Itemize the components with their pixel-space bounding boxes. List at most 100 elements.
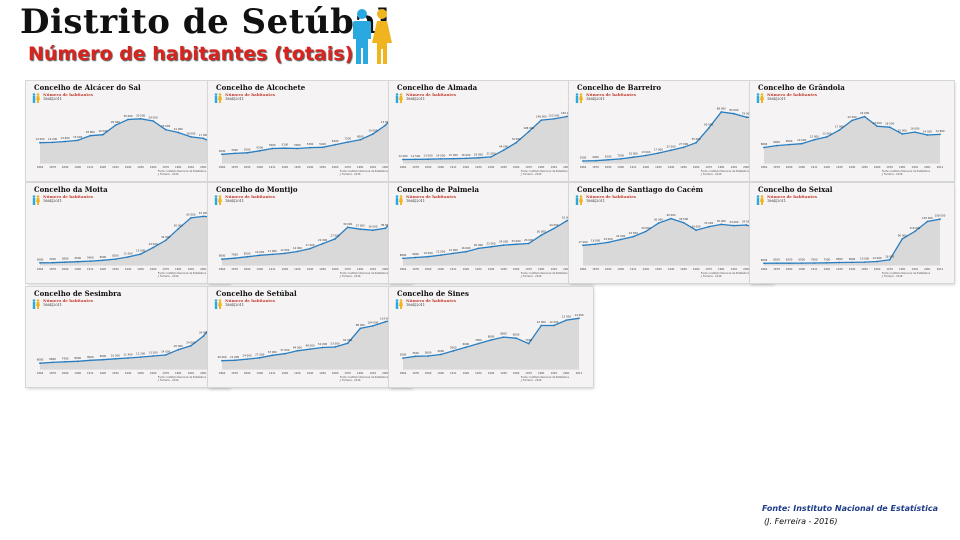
data-label: 34 000 (161, 235, 170, 239)
data-label: 98 000 (356, 323, 365, 327)
data-label: 40 000 (666, 213, 675, 217)
x-tick-label: 1900 (74, 267, 81, 271)
data-point (384, 320, 387, 323)
data-label: 24 000 (860, 111, 869, 115)
data-point (246, 358, 248, 360)
data-label: 7200 (344, 137, 351, 141)
data-label: 14 800 (61, 136, 70, 140)
data-label: 7000 (811, 258, 818, 262)
data-label: 6500 (773, 258, 780, 262)
series-area (222, 318, 398, 369)
data-point (465, 250, 467, 253)
data-point (813, 262, 816, 264)
population-chart: 14 000 1864 14 200 1878 14 800 1890 15 600 1900… (35, 113, 220, 169)
chart-panel: Concelho de Santiago do Cacém Número de h… (569, 183, 773, 283)
legend-range: 1864|2011 (767, 199, 786, 203)
chart-panel: Concelho de Grândola Número de habitantes… (750, 81, 954, 181)
data-label: 90 000 (898, 233, 907, 237)
footer-source: Fonte: Instituto Nacional de Estatística (761, 504, 938, 513)
data-point (309, 348, 311, 350)
data-label: 5500 (605, 154, 612, 158)
data-point (309, 247, 311, 250)
population-chart: 8000 1864 9000 1878 9500 1890 10 000 1900 12 000… (761, 111, 945, 169)
data-point (745, 116, 748, 119)
data-label: 5000 (294, 143, 301, 147)
data-label: 35 000 (692, 137, 701, 141)
x-tick-label: 1930 (475, 165, 482, 169)
data-label: 16 000 (461, 246, 470, 250)
data-label: 85 000 (729, 108, 738, 112)
data-point (221, 258, 223, 261)
data-point (372, 229, 374, 232)
data-label: 8200 (112, 254, 119, 258)
data-label: 6000 (463, 342, 470, 346)
x-tick-label: 1940 (668, 165, 675, 169)
population-chart: 3000 1864 3300 1878 3500 1890 4200 1900 5000 1911… (219, 107, 403, 169)
population-chart: 17 000 1864 18 000 1878 19 500 1890 22 000 1900… (578, 213, 763, 271)
data-label: 14 000 (449, 248, 458, 252)
x-tick-label: 1981 (538, 165, 545, 169)
x-tick-label: 1981 (538, 267, 545, 271)
data-point (553, 324, 555, 327)
data-label: 36 000 (654, 218, 663, 222)
legend-label: Número de habitantes (586, 92, 637, 97)
data-point (515, 337, 517, 340)
x-tick-label: 1911 (269, 371, 276, 375)
data-label: 158 000 (935, 214, 946, 218)
data-point (246, 151, 248, 154)
data-label: 88 000 (717, 107, 726, 111)
data-point (384, 124, 387, 127)
data-point (477, 247, 480, 250)
data-point (152, 246, 154, 249)
x-tick-label: 1981 (899, 165, 906, 169)
x-tick-label: 1864 (580, 267, 587, 271)
data-label: 25 000 (512, 239, 521, 243)
data-label: 116 000 (910, 226, 921, 230)
x-tick-label: 1930 (836, 165, 843, 169)
x-tick-label: 1900 (74, 371, 81, 375)
x-tick-label: 1920 (282, 371, 289, 375)
x-tick-label: 1950 (861, 267, 868, 271)
page-title: Distrito de Setúbal (20, 2, 391, 42)
data-label: 8000 (357, 134, 364, 138)
chart-title: Concelho de Alcácer do Sal (34, 83, 141, 92)
x-tick-label: 2001 (200, 267, 207, 271)
panel-source-line: Fonte: Instituto Nacional de Estatística (157, 272, 206, 275)
x-tick-label: 2011 (937, 267, 944, 271)
data-point (502, 149, 505, 152)
data-point (763, 146, 765, 149)
data-label: 53 000 (331, 342, 340, 346)
data-label: 22 000 (616, 234, 625, 238)
x-tick-label: 1970 (344, 371, 351, 375)
data-point (64, 360, 66, 363)
people-icon (214, 93, 222, 103)
x-tick-label: 1991 (370, 267, 377, 271)
data-label: 5400 (87, 256, 94, 260)
data-point (190, 136, 192, 138)
population-chart: 8000 1864 9000 1878 10 000 1890 12 000 1900 14 0… (400, 208, 584, 271)
x-tick-label: 1960 (513, 371, 520, 375)
x-tick-label: 1960 (874, 267, 881, 271)
x-tick-label: 1911 (450, 165, 457, 169)
data-label: 12 000 (398, 154, 407, 158)
data-point (565, 220, 568, 222)
x-tick-label: 1991 (188, 371, 195, 375)
x-tick-label: 1940 (488, 371, 495, 375)
x-tick-label: 1900 (437, 371, 444, 375)
population-chart: 6000 1864 6800 1878 7400 1890 8000 1900 9000 1911… (37, 316, 221, 375)
chart-panel: Concelho de Barreiro Número de habitantes… (569, 81, 773, 181)
population-chart: 3000 1864 3200 1878 3800 1890 4500 1900 5400 1911… (37, 211, 221, 271)
x-tick-label: 1930 (294, 267, 301, 271)
x-tick-label: 1890 (62, 165, 69, 169)
data-label: 4500 (74, 256, 81, 260)
data-point (582, 160, 584, 162)
data-label: 13 500 (822, 131, 831, 135)
chart-title: Concelho de Almada (397, 83, 478, 92)
data-point (901, 133, 904, 135)
x-tick-label: 1920 (100, 371, 107, 375)
data-point (64, 261, 66, 264)
chart-title: Concelho do Montijo (216, 185, 298, 194)
data-label: 11 000 (123, 252, 132, 256)
x-tick-label: 1920 (463, 267, 470, 271)
people-icon (395, 93, 403, 103)
